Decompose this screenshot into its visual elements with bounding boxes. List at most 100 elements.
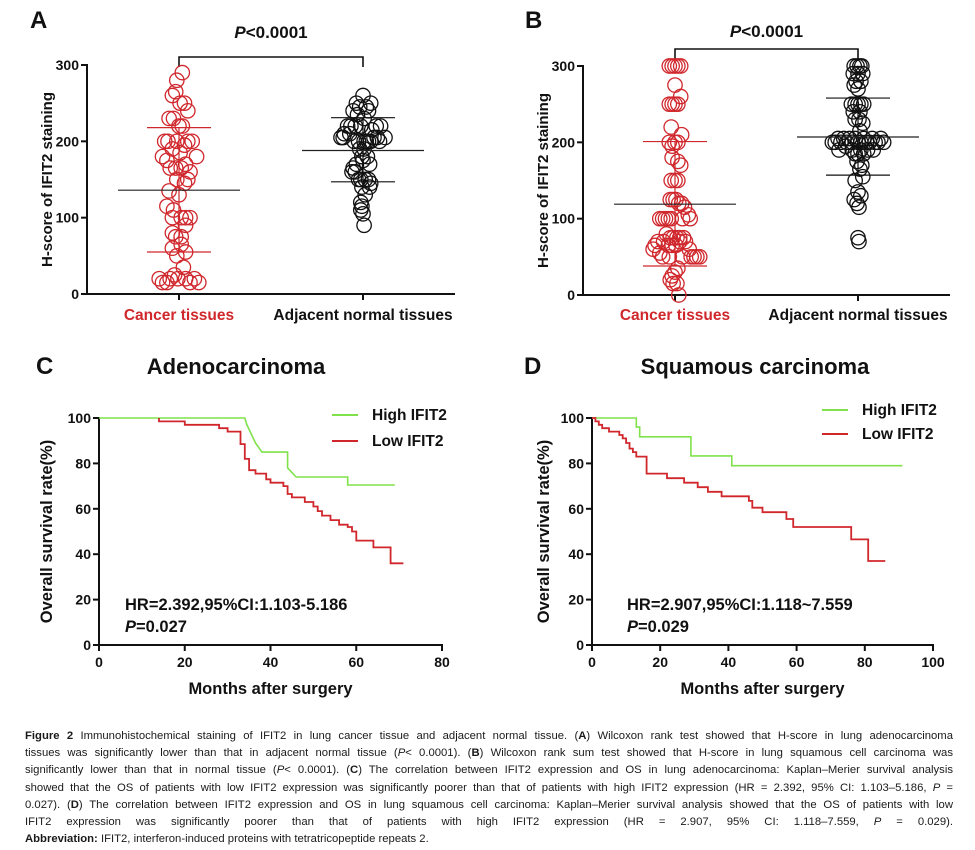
data-point: [852, 123, 868, 139]
data-point: [162, 160, 179, 176]
significance-bracket: [674, 48, 859, 59]
data-point: [166, 267, 183, 283]
y-tick-label: 0: [567, 287, 575, 303]
hazard-ratio-annotation: HR=2.907,95%CI:1.118~7.559: [627, 596, 853, 614]
data-point: [354, 179, 370, 195]
caption-bold-text: D: [70, 798, 79, 811]
caption-line: showed that the OS of patients with low …: [25, 780, 953, 797]
data-point: [850, 184, 866, 200]
data-point: [827, 134, 844, 151]
caption-text: ) The correlation between IFIT2 expressi…: [358, 764, 953, 777]
y-tick-label: 200: [56, 133, 80, 149]
data-point: [853, 157, 870, 174]
y-tick-label: 40: [75, 546, 91, 562]
data-point: [847, 111, 864, 128]
high-ifit2-curve: [99, 417, 395, 486]
y-tick-label: 80: [568, 455, 584, 471]
data-point: [161, 110, 177, 127]
caption-bold-text: Figure 2: [25, 730, 74, 742]
x-category-label: Adjacent normal tissues: [768, 307, 947, 324]
y-tick-label: 100: [68, 410, 92, 426]
data-point: [176, 95, 193, 112]
caption-line: Abbreviation: IFIT2, interferon-induced …: [25, 831, 953, 848]
caption-italic-text: P: [873, 816, 882, 829]
data-point: [833, 134, 849, 151]
x-category-label: Cancer tissues: [124, 307, 234, 324]
data-point: [352, 202, 369, 218]
caption-text: ) Wilcoxon rank sum test showed that H-s…: [479, 747, 953, 760]
data-point: [669, 96, 686, 113]
data-point: [691, 248, 708, 265]
data-point: [377, 129, 393, 146]
caption-text: IFIT2 expression was significantly poore…: [25, 816, 874, 829]
data-point: [357, 186, 374, 203]
x-tick-label: 100: [921, 654, 945, 670]
x-tick-label: 0: [588, 654, 596, 670]
y-tick-label: 20: [75, 592, 91, 608]
panel-b: B P<0.0001 0 100 200 300 H-score of IFIT2 stai…: [525, 7, 950, 324]
data-point: [154, 274, 171, 291]
caption-text: ) The correlation between IFIT2 expressi…: [78, 798, 953, 811]
data-point: [154, 148, 171, 165]
p-value-annotation: P=0.029: [627, 618, 689, 636]
low-ifit2-curve: [158, 418, 404, 565]
data-point: [835, 130, 852, 147]
data-point: [647, 237, 663, 254]
data-point: [672, 157, 689, 174]
series-cancer: [118, 64, 240, 291]
x-axis-label: Months after surgery: [680, 680, 845, 698]
data-point: [366, 129, 382, 146]
significance-label: P<0.0001: [730, 22, 803, 41]
legend-label: High IFIT2: [372, 407, 447, 424]
caption-italic-text: P: [397, 747, 406, 760]
data-point: [650, 233, 666, 250]
data-point: [667, 77, 683, 93]
caption-text: IFIT2, interferon-induced proteins with …: [97, 833, 429, 846]
figure-caption: Figure 2 Immunohistochemical staining of…: [25, 728, 953, 848]
caption-text: < 0.0001). (: [405, 747, 472, 760]
data-point: [670, 287, 687, 303]
data-point: [371, 133, 388, 150]
data-point: [167, 160, 184, 176]
caption-line: IFIT2 expression was significantly poore…: [25, 814, 953, 831]
low-ifit2-curve: [592, 417, 886, 562]
data-point: [160, 133, 176, 150]
data-point: [669, 172, 686, 189]
data-point: [368, 118, 385, 134]
data-point: [179, 102, 196, 119]
data-point: [173, 160, 190, 176]
chart-title: Adenocarcinoma: [147, 354, 326, 379]
caption-text: =: [940, 781, 953, 794]
data-point: [161, 183, 177, 199]
x-axis-label: Months after surgery: [188, 680, 353, 698]
y-tick-label: 0: [83, 637, 91, 653]
x-category-label: Cancer tissues: [620, 307, 730, 324]
legend-label: High IFIT2: [862, 402, 937, 419]
data-point: [682, 210, 699, 227]
data-point: [663, 210, 680, 227]
data-point: [854, 115, 871, 132]
data-point: [356, 141, 372, 157]
caption-italic-text: P: [276, 764, 285, 777]
y-tick-label: 100: [56, 210, 80, 226]
y-axis-label: Overall survival rate(%): [535, 440, 553, 623]
y-tick-label: 0: [71, 286, 79, 302]
caption-line: significantly lower than that in normal …: [25, 762, 953, 779]
data-point: [182, 274, 198, 291]
y-tick-label: 80: [75, 455, 91, 471]
data-point: [339, 118, 356, 134]
data-point: [356, 217, 372, 234]
x-tick-label: 20: [177, 654, 193, 670]
data-point: [669, 153, 686, 170]
y-tick-label: 0: [576, 637, 584, 653]
data-point: [357, 171, 374, 188]
y-axis-label: H-score of IFIT2 staining: [39, 92, 56, 267]
data-point: [677, 233, 694, 250]
data-point: [672, 58, 689, 74]
data-point: [663, 172, 680, 189]
y-tick-label: 100: [552, 211, 576, 227]
data-point: [174, 118, 191, 134]
data-point: [664, 268, 681, 284]
legend-label: Low IFIT2: [862, 426, 933, 443]
